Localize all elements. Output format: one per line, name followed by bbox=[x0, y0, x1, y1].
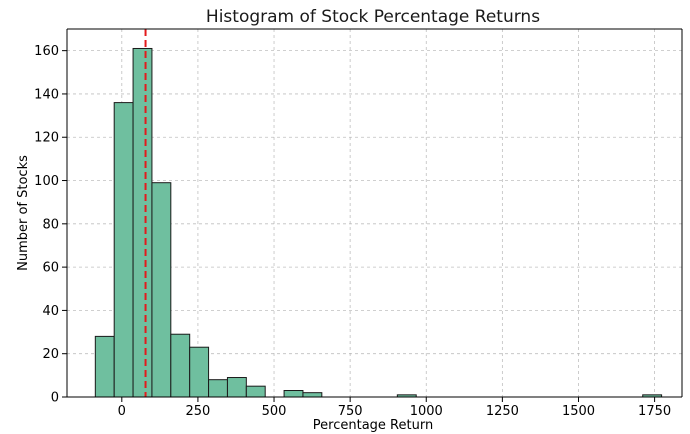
x-tick-label: 750 bbox=[338, 404, 363, 419]
x-tick-label: 1000 bbox=[410, 404, 443, 419]
x-tick-label: 1500 bbox=[562, 404, 595, 419]
x-tick-label: 1250 bbox=[486, 404, 519, 419]
histogram-bar bbox=[132, 47, 153, 398]
histogram-bar bbox=[302, 392, 323, 398]
x-tick-label: 1750 bbox=[638, 404, 671, 419]
chart-title: Histogram of Stock Percentage Returns bbox=[206, 7, 540, 27]
x-ticks: 0 250 500 750 1000 1250 1500 1750 bbox=[118, 397, 671, 419]
histogram-bar bbox=[189, 346, 210, 398]
histogram-bar bbox=[208, 379, 228, 398]
x-tick-label: 250 bbox=[186, 404, 211, 419]
y-tick-label: 120 bbox=[34, 131, 59, 146]
axes bbox=[66, 28, 683, 398]
x-axis-label: Percentage Return bbox=[313, 418, 433, 433]
y-ticks: 0 20 40 60 80 100 120 140 160 bbox=[34, 44, 67, 406]
y-tick-label: 40 bbox=[42, 304, 59, 319]
y-axis-label: Number of Stocks bbox=[16, 155, 31, 271]
histogram-bar bbox=[245, 385, 266, 398]
y-tick-label: 160 bbox=[34, 44, 59, 59]
histogram-bar bbox=[151, 182, 172, 398]
y-tick-label: 60 bbox=[42, 261, 59, 276]
y-tick-label: 0 bbox=[51, 391, 59, 406]
histogram-bar bbox=[94, 335, 115, 398]
histogram-bar bbox=[113, 102, 134, 398]
y-tick-label: 20 bbox=[42, 347, 59, 362]
y-tick-label: 80 bbox=[42, 217, 59, 232]
bars bbox=[94, 47, 663, 398]
histogram-bar bbox=[283, 390, 304, 398]
histogram-bar bbox=[226, 377, 247, 398]
y-tick-label: 140 bbox=[34, 87, 59, 102]
histogram-bar bbox=[170, 333, 191, 398]
x-tick-label: 500 bbox=[262, 404, 287, 419]
y-tick-label: 100 bbox=[34, 174, 59, 189]
x-tick-label: 0 bbox=[118, 404, 126, 419]
